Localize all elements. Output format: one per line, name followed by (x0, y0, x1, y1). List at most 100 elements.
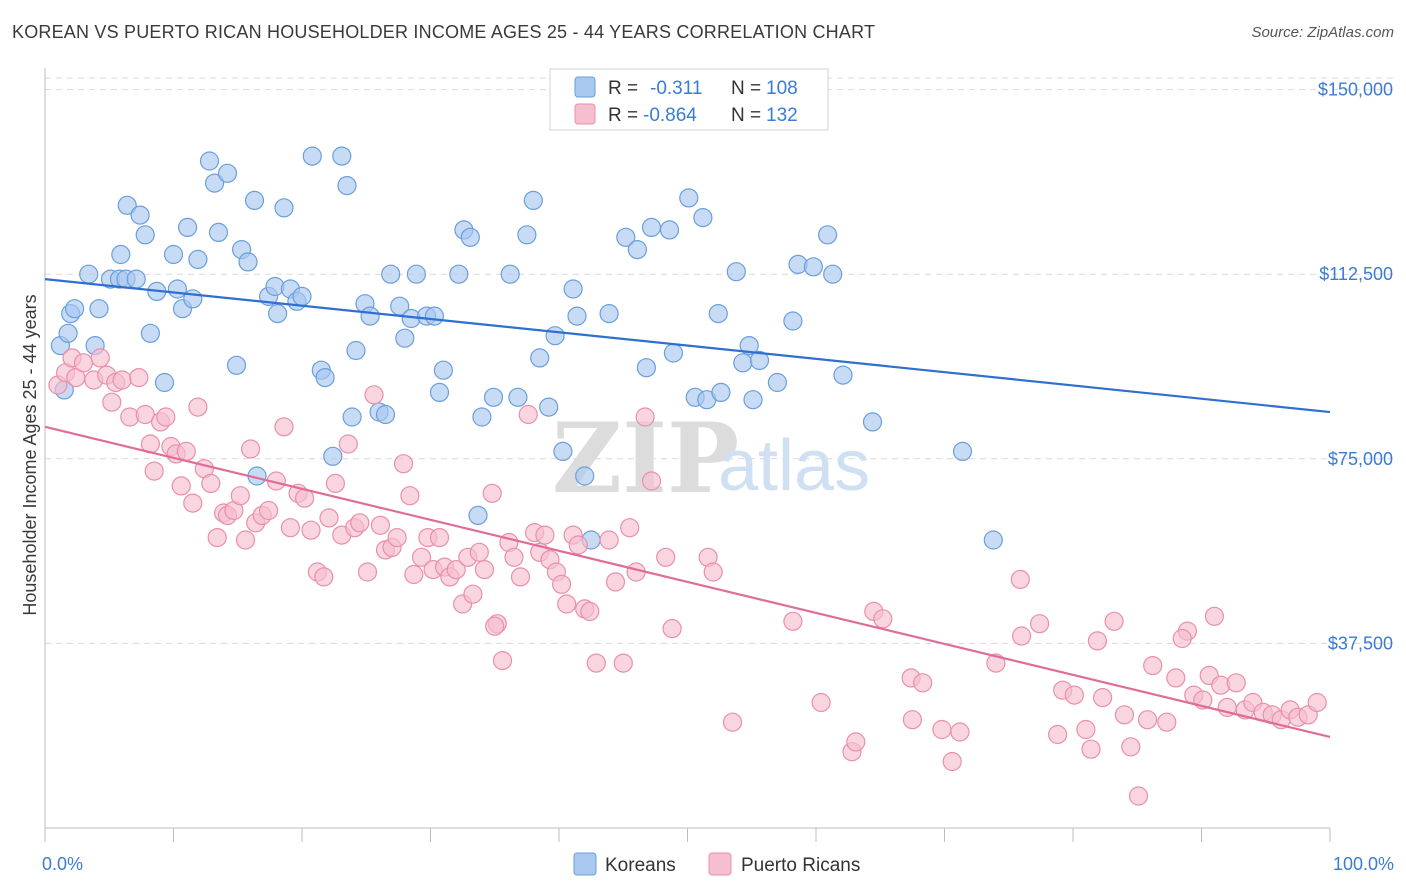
puerto-rican-point (171, 476, 191, 496)
korean-point (315, 368, 335, 388)
puerto-rican-point (605, 572, 626, 592)
korean-point (553, 441, 573, 461)
puerto-rican-point (662, 618, 682, 639)
puerto-rican-point (1226, 673, 1246, 693)
watermark: ZIP atlas (552, 402, 870, 515)
korean-point (429, 382, 450, 402)
puerto-rican-point (280, 518, 300, 538)
x-tick-label-max: 100.0% (1333, 854, 1394, 874)
korean-point (268, 304, 288, 324)
puerto-rican-point (482, 483, 502, 503)
korean-point (188, 249, 208, 269)
puerto-rican-point (641, 471, 662, 491)
korean-point (679, 188, 699, 208)
puerto-rican-point (90, 348, 110, 368)
korean-point (238, 252, 258, 272)
korean-point (817, 225, 838, 245)
y-axis-label: Householder Income Ages 25 - 44 years (20, 294, 40, 615)
korean-point (205, 173, 225, 193)
puerto-rican-point (1029, 614, 1050, 634)
puerto-rican-point (1157, 712, 1177, 732)
puerto-rican-point (400, 486, 420, 506)
puerto-rican-point (1128, 786, 1149, 806)
korean-point (395, 328, 415, 348)
puerto-rican-point (357, 562, 378, 582)
korean-point (483, 387, 504, 407)
puerto-rican-point (620, 518, 640, 538)
korean-point (381, 264, 401, 284)
puerto-rican-point (811, 692, 831, 713)
korean-point (58, 323, 78, 343)
korean-point (199, 151, 220, 171)
puerto-rican-point (274, 417, 294, 437)
puerto-rican-point (144, 461, 164, 481)
korean-point (539, 397, 559, 417)
korean-point (217, 163, 238, 183)
puerto-rican-point (1121, 737, 1141, 757)
y-tick-label: $150,000 (1318, 80, 1393, 100)
korean-point (803, 257, 824, 277)
korean-point (226, 355, 247, 375)
puerto-rican-point (338, 434, 358, 454)
puerto-rican-point (230, 486, 250, 506)
korean-point (708, 304, 728, 324)
puerto-rican-point (411, 547, 432, 567)
korean-point (167, 279, 187, 299)
puerto-rican-point (207, 527, 227, 548)
puerto-rican-point (314, 567, 334, 587)
puerto-rican-point (613, 653, 633, 673)
bottom-legend-puerto-ricans: Puerto Ricans (741, 855, 860, 876)
korean-point (323, 446, 343, 466)
x-tick-label-min: 0.0% (42, 854, 83, 874)
puerto-rican-point (1204, 606, 1225, 626)
y-tick-labels: $37,500 $75,000 $112,500 $150,000 (1318, 80, 1393, 654)
korean-point (567, 306, 587, 326)
korean-point (739, 336, 759, 356)
korean-point (726, 262, 746, 282)
korean-point (360, 306, 380, 326)
legend-r-label-1: R = (608, 78, 638, 99)
korean-point (244, 190, 265, 210)
bottom-legend-swatch-puerto-ricans (708, 852, 732, 876)
legend-r-value-2: -0.864 (643, 105, 697, 126)
puerto-rican-point (551, 574, 572, 594)
korean-point (292, 286, 312, 306)
korean-point (64, 299, 85, 319)
puerto-rican-point (722, 712, 743, 732)
y-tick-label: $75,000 (1328, 449, 1393, 469)
x-tick-labels: 0.0% 100.0% (42, 854, 1394, 874)
korean-point (862, 412, 883, 432)
korean-point (375, 404, 396, 425)
puerto-rican-point (1166, 668, 1186, 688)
puerto-rican-point (469, 542, 489, 562)
korean-point (460, 227, 480, 247)
puerto-rican-point (112, 370, 132, 390)
korean-point (663, 343, 684, 363)
legend-r-value-1: -0.311 (650, 78, 702, 99)
korean-point (575, 466, 595, 486)
correlation-legend: R = -0.311 N = 108 R = -0.864 N = 132 (549, 68, 829, 131)
puerto-rican-point (241, 439, 261, 459)
bottom-legend-koreans: Koreans (605, 855, 676, 876)
korean-point (500, 264, 520, 284)
puerto-rican-point (319, 508, 339, 528)
korean-point (468, 505, 488, 526)
korean-point (641, 217, 662, 237)
puerto-rican-point (535, 525, 555, 545)
puerto-rican-point (846, 732, 866, 752)
korean-point (599, 304, 619, 324)
korean-point (117, 195, 137, 215)
legend-n-label-2: N = (731, 105, 761, 126)
korean-point (627, 240, 648, 260)
korean-point (517, 225, 537, 245)
korean-point (833, 365, 853, 385)
puerto-rican-point (485, 616, 505, 636)
puerto-rican-point (902, 710, 923, 730)
korean-point (140, 323, 160, 343)
puerto-rican-point (474, 559, 495, 580)
korean-point (523, 190, 543, 210)
puerto-rican-point (301, 520, 321, 540)
puerto-rican-point (1143, 655, 1163, 676)
korean-point (508, 387, 528, 407)
puerto-rican-point (703, 562, 723, 582)
